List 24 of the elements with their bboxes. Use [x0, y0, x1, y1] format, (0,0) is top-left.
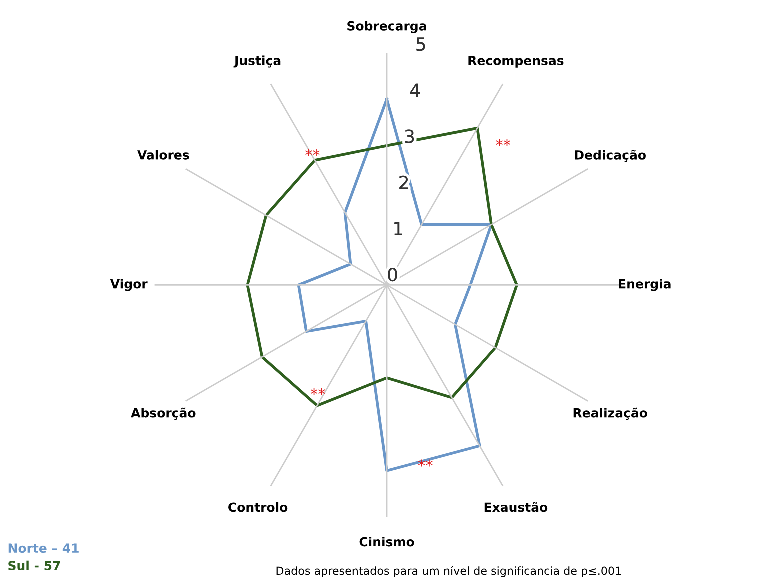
spoke-label: Cinismo	[360, 537, 414, 547]
y-tick-label: 2	[400, 176, 408, 190]
y-tick-label: 1	[394, 222, 402, 236]
spoke-label: Energia	[619, 279, 671, 292]
spoke-label: Justiça	[234, 56, 281, 68]
spoke-label: Absorção	[131, 408, 196, 420]
text: Norte – 41	[8, 544, 79, 554]
spoke-label: Controlo	[228, 502, 288, 512]
spoke-label: Vigor	[110, 279, 148, 292]
y-tick-label: 4	[410, 84, 420, 98]
text: Sul - 57	[8, 560, 60, 571]
spoke-label: Sobrecarga	[348, 21, 426, 34]
spoke-label: Recompensas	[468, 56, 564, 68]
spoke-label: Realização	[574, 408, 648, 420]
text: Dados apresentados para um nível de significancia de p≤.001	[276, 566, 622, 578]
y-tick-label: 0	[388, 268, 398, 282]
spoke-label: Exaustão	[484, 502, 548, 512]
text: **	[496, 139, 511, 146]
y-tick-label: 5	[416, 38, 426, 52]
spoke-label: Dedicação	[575, 150, 646, 162]
spoke-label: Valores	[138, 150, 190, 160]
text: **	[306, 149, 320, 156]
text: **	[310, 388, 326, 396]
text: **	[418, 460, 433, 467]
